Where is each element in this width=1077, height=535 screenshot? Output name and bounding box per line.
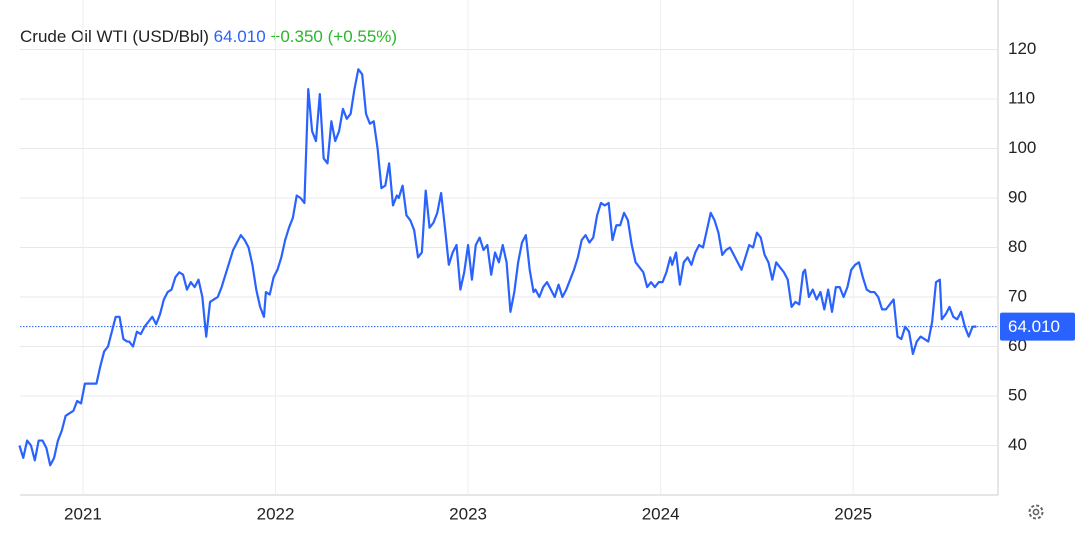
y-tick-label: 60 xyxy=(1008,336,1027,355)
x-tick-label: 2024 xyxy=(642,504,680,523)
y-tick-label: 80 xyxy=(1008,237,1027,256)
last-price: 64.010 xyxy=(214,27,266,46)
last-price-label: 64.010 xyxy=(1008,317,1060,336)
gear-inner[interactable] xyxy=(1032,508,1040,516)
y-tick-label: 110 xyxy=(1008,88,1035,107)
y-tick-label: 90 xyxy=(1008,187,1027,206)
y-tick-label: 50 xyxy=(1008,385,1027,404)
x-tick-label: 2021 xyxy=(64,504,102,523)
chart-header: Crude Oil WTI (USD/Bbl) 64.010 +0.350 (+… xyxy=(20,27,397,46)
y-tick-label: 70 xyxy=(1008,286,1027,305)
y-tick-label: 40 xyxy=(1008,435,1027,454)
last-price-box xyxy=(1000,312,1075,341)
settings-icon[interactable] xyxy=(1028,504,1044,520)
chart-title: Crude Oil WTI (USD/Bbl) xyxy=(20,27,209,46)
y-tick-label: 100 xyxy=(1008,138,1036,157)
change-percent: (+0.55%) xyxy=(328,27,397,46)
gear-outer[interactable] xyxy=(1028,504,1044,520)
price-line xyxy=(18,68,977,467)
x-tick-label: 2025 xyxy=(834,504,872,523)
change: +0.350 xyxy=(270,27,322,46)
x-tick-label: 2023 xyxy=(449,504,487,523)
y-tick-label: 120 xyxy=(1008,39,1036,58)
x-tick-label: 2022 xyxy=(257,504,295,523)
